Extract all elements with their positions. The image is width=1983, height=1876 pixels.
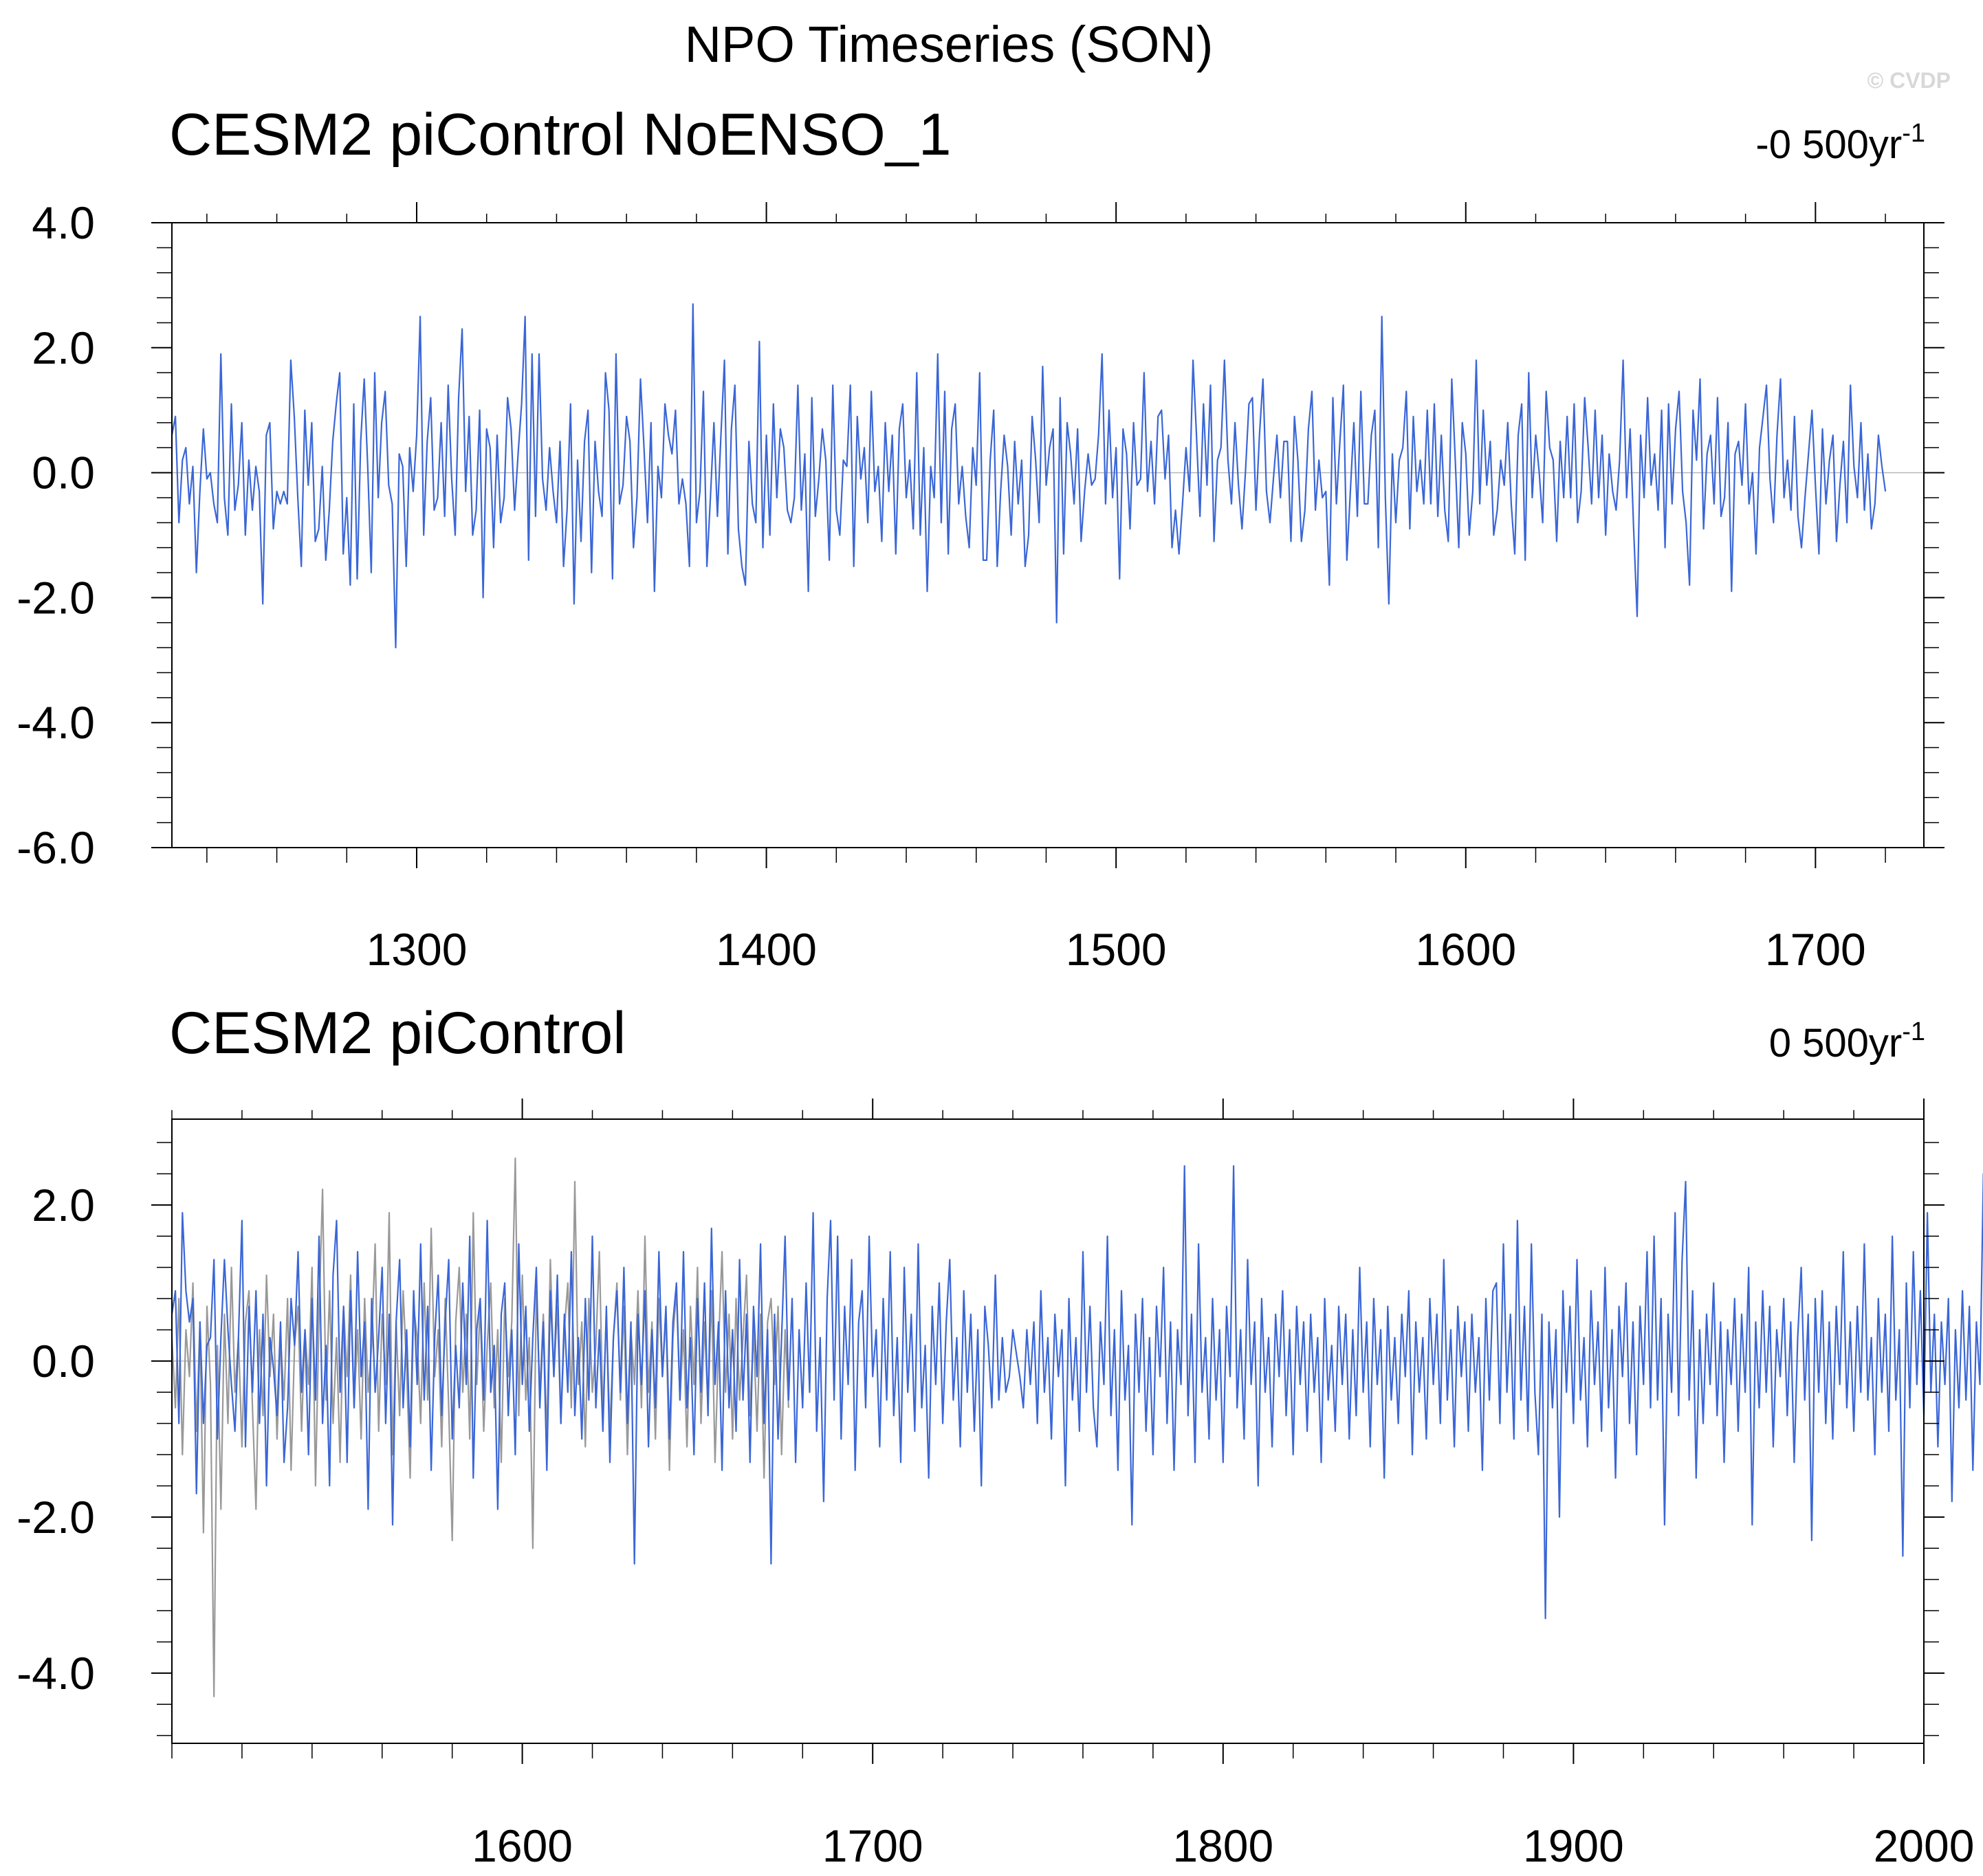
- y-tick-label: 0.0: [32, 1336, 95, 1387]
- x-tick-label: 2000: [1874, 1820, 1975, 1871]
- x-tick-label: 1700: [1765, 924, 1866, 975]
- trend-value-noenso: -0 500yr: [1755, 122, 1902, 167]
- panel-title-picontrol: CESM2 piControl: [169, 1000, 626, 1066]
- y-tick-label: -4.0: [17, 697, 95, 748]
- x-tick-label: 1900: [1523, 1820, 1624, 1871]
- trend-exponent-noenso: -1: [1902, 119, 1925, 148]
- series-line-0: [171, 1157, 789, 1697]
- trend-exponent-picontrol: -1: [1902, 1017, 1925, 1046]
- y-tick-label: 0.0: [32, 448, 95, 498]
- x-tick-label: 1600: [1415, 924, 1516, 975]
- y-tick-label: 2.0: [32, 1180, 95, 1231]
- figure-title: NPO Timeseries (SON): [685, 16, 1214, 73]
- y-tick-label: -2.0: [17, 1492, 95, 1543]
- trend-label-noenso: -0 500yr-1: [1755, 119, 1925, 167]
- watermark: © CVDP: [1867, 68, 1951, 93]
- y-tick-label: -4.0: [17, 1648, 95, 1699]
- trend-value-picontrol: 0 500yr: [1769, 1021, 1902, 1066]
- series-line-1: [171, 1165, 1983, 1620]
- plot-frame: [171, 1118, 1925, 1744]
- series-line-0: [171, 303, 1887, 649]
- x-tick-label: 1700: [822, 1820, 923, 1871]
- chart-panel-noenso: CESM2 piControl NoENSO_1 -0 500yr-1 1300…: [17, 102, 1944, 975]
- trend-label-picontrol: 0 500yr-1: [1769, 1017, 1925, 1066]
- plot-frame: [171, 222, 1925, 848]
- y-tick-label: -6.0: [17, 822, 95, 873]
- chart-panel-picontrol: CESM2 piControl 0 500yr-1 1600 1700 1800 19…: [17, 1000, 1983, 1871]
- panel-title-noenso: CESM2 piControl NoENSO_1: [169, 102, 952, 168]
- x-tick-label: 1400: [716, 924, 817, 975]
- x-tick-label: 1500: [1066, 924, 1167, 975]
- y-tick-label: 2.0: [32, 322, 95, 373]
- y-tick-label: -2.0: [17, 572, 95, 623]
- x-tick-label: 1800: [1172, 1820, 1273, 1871]
- y-tick-label: 4.0: [32, 197, 95, 248]
- x-tick-label: 1600: [472, 1820, 573, 1871]
- x-tick-label: 1300: [366, 924, 468, 975]
